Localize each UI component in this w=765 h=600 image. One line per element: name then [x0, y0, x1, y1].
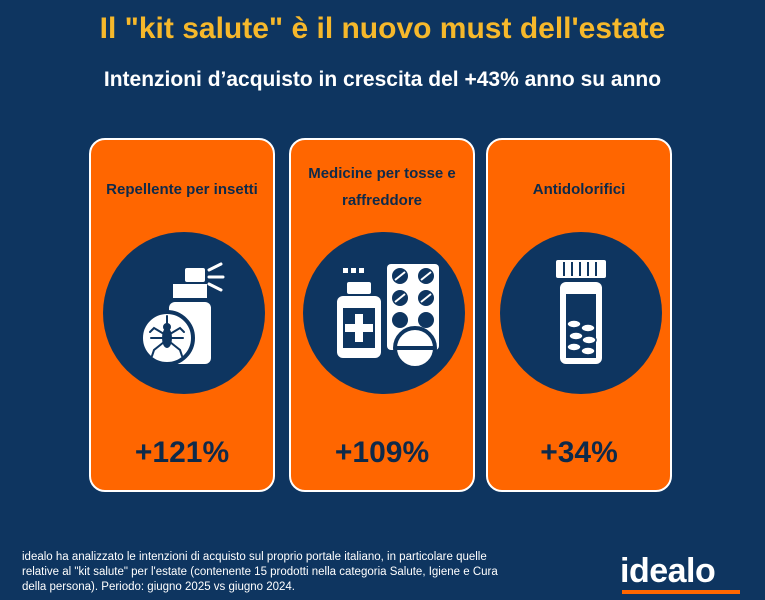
card-value: +121% [134, 436, 230, 469]
card-value: +34% [540, 436, 618, 469]
pill-jar-icon [556, 260, 606, 364]
card-painkillers: Antidolorifici +34% [486, 138, 672, 492]
card-label: Antidolorifici [532, 181, 626, 198]
card-icon-circle [103, 232, 265, 394]
page-subtitle: Intenzioni d’acquisto in crescita del +4… [103, 68, 662, 91]
logo-underline [622, 590, 740, 594]
card-icon-circle [500, 232, 662, 394]
insect-repellent-spray-icon [139, 262, 225, 366]
card-icon-circle [303, 232, 465, 394]
medicine-bottle-pills-icon [337, 264, 439, 370]
card-insect-repellent: Repellente per insetti [89, 138, 275, 492]
card-label: Repellente per insetti [106, 181, 258, 198]
page-title: Il "kit salute" è il nuovo must dell'est… [99, 12, 666, 45]
footnote: idealo ha analizzato le intenzioni di ac… [22, 551, 498, 593]
card-label: Medicine per tosse e raffreddore [308, 165, 456, 209]
card-value: +109% [334, 436, 430, 469]
idealo-logo: idealo [620, 552, 716, 590]
card-cough-cold-medicine: Medicine per tosse e raffreddore [289, 138, 475, 492]
